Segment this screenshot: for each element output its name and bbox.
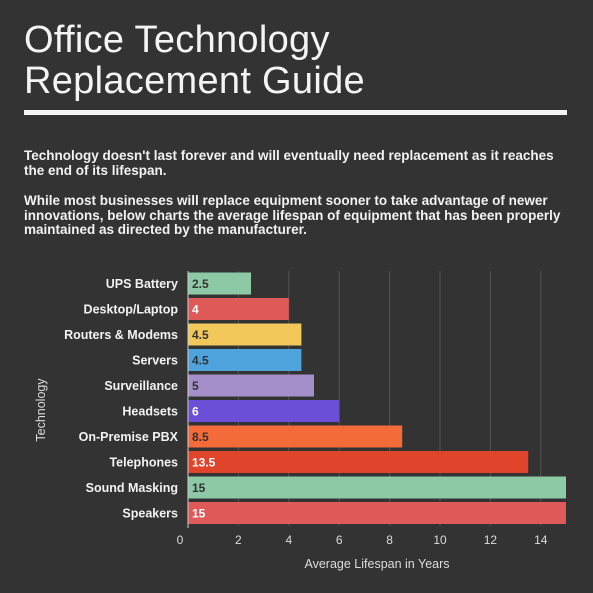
x-tick-label: 8 <box>386 533 393 547</box>
title-line-2: Replacement Guide <box>24 60 365 102</box>
intro-paragraph-2: While most businesses will replace equip… <box>24 193 561 237</box>
y-axis-title: Technology <box>34 378 48 442</box>
bar <box>188 323 302 346</box>
x-tick-labels: 0 2 4 6 8 10 12 14 <box>177 533 548 547</box>
x-tick-label: 2 <box>235 533 242 547</box>
bar <box>188 425 403 448</box>
value-label: 13.5 <box>192 456 216 470</box>
intro-paragraph-1: Technology doesn't last forever and will… <box>24 148 554 178</box>
bar <box>188 400 340 422</box>
bar <box>188 272 251 295</box>
bar <box>188 349 302 371</box>
value-label: 5 <box>192 379 199 393</box>
category-label: Speakers <box>122 507 178 521</box>
value-label: 8.5 <box>192 430 209 444</box>
bar <box>188 502 566 524</box>
category-label: Desktop/Laptop <box>84 303 179 317</box>
bar <box>188 298 289 320</box>
category-label: Routers & Modems <box>64 328 178 342</box>
value-label: 15 <box>192 481 206 495</box>
x-tick-label: 14 <box>534 533 548 547</box>
category-label: Headsets <box>122 405 178 419</box>
category-label: Sound Masking <box>86 481 178 495</box>
x-axis-title: Average Lifespan in Years <box>304 557 449 571</box>
value-label: 2.5 <box>192 277 209 291</box>
bars: 2.5 4 4.5 4.5 5 6 8.5 13.5 15 15 <box>188 272 566 524</box>
value-label: 4.5 <box>192 354 209 368</box>
bar <box>188 476 566 499</box>
category-label: UPS Battery <box>106 277 178 291</box>
x-tick-label: 10 <box>433 533 447 547</box>
value-label: 6 <box>192 405 199 419</box>
value-label: 15 <box>192 507 206 521</box>
title-line-1: Office Technology <box>24 19 330 61</box>
category-label: On-Premise PBX <box>79 430 179 444</box>
x-tick-label: 4 <box>285 533 292 547</box>
value-label: 4.5 <box>192 328 209 342</box>
category-label: Telephones <box>109 456 178 470</box>
category-label: Surveillance <box>104 379 178 393</box>
title-divider <box>24 110 567 115</box>
category-label: Servers <box>132 354 178 368</box>
bar <box>188 451 529 473</box>
value-label: 4 <box>192 303 199 317</box>
x-tick-label: 12 <box>484 533 498 547</box>
chart-title: Office Technology Replacement Guide <box>24 20 365 102</box>
x-tick-label: 6 <box>336 533 343 547</box>
category-labels: UPS Battery Desktop/Laptop Routers & Modem… <box>64 277 179 521</box>
x-tick-label: 0 <box>177 533 184 547</box>
bar <box>188 374 314 397</box>
